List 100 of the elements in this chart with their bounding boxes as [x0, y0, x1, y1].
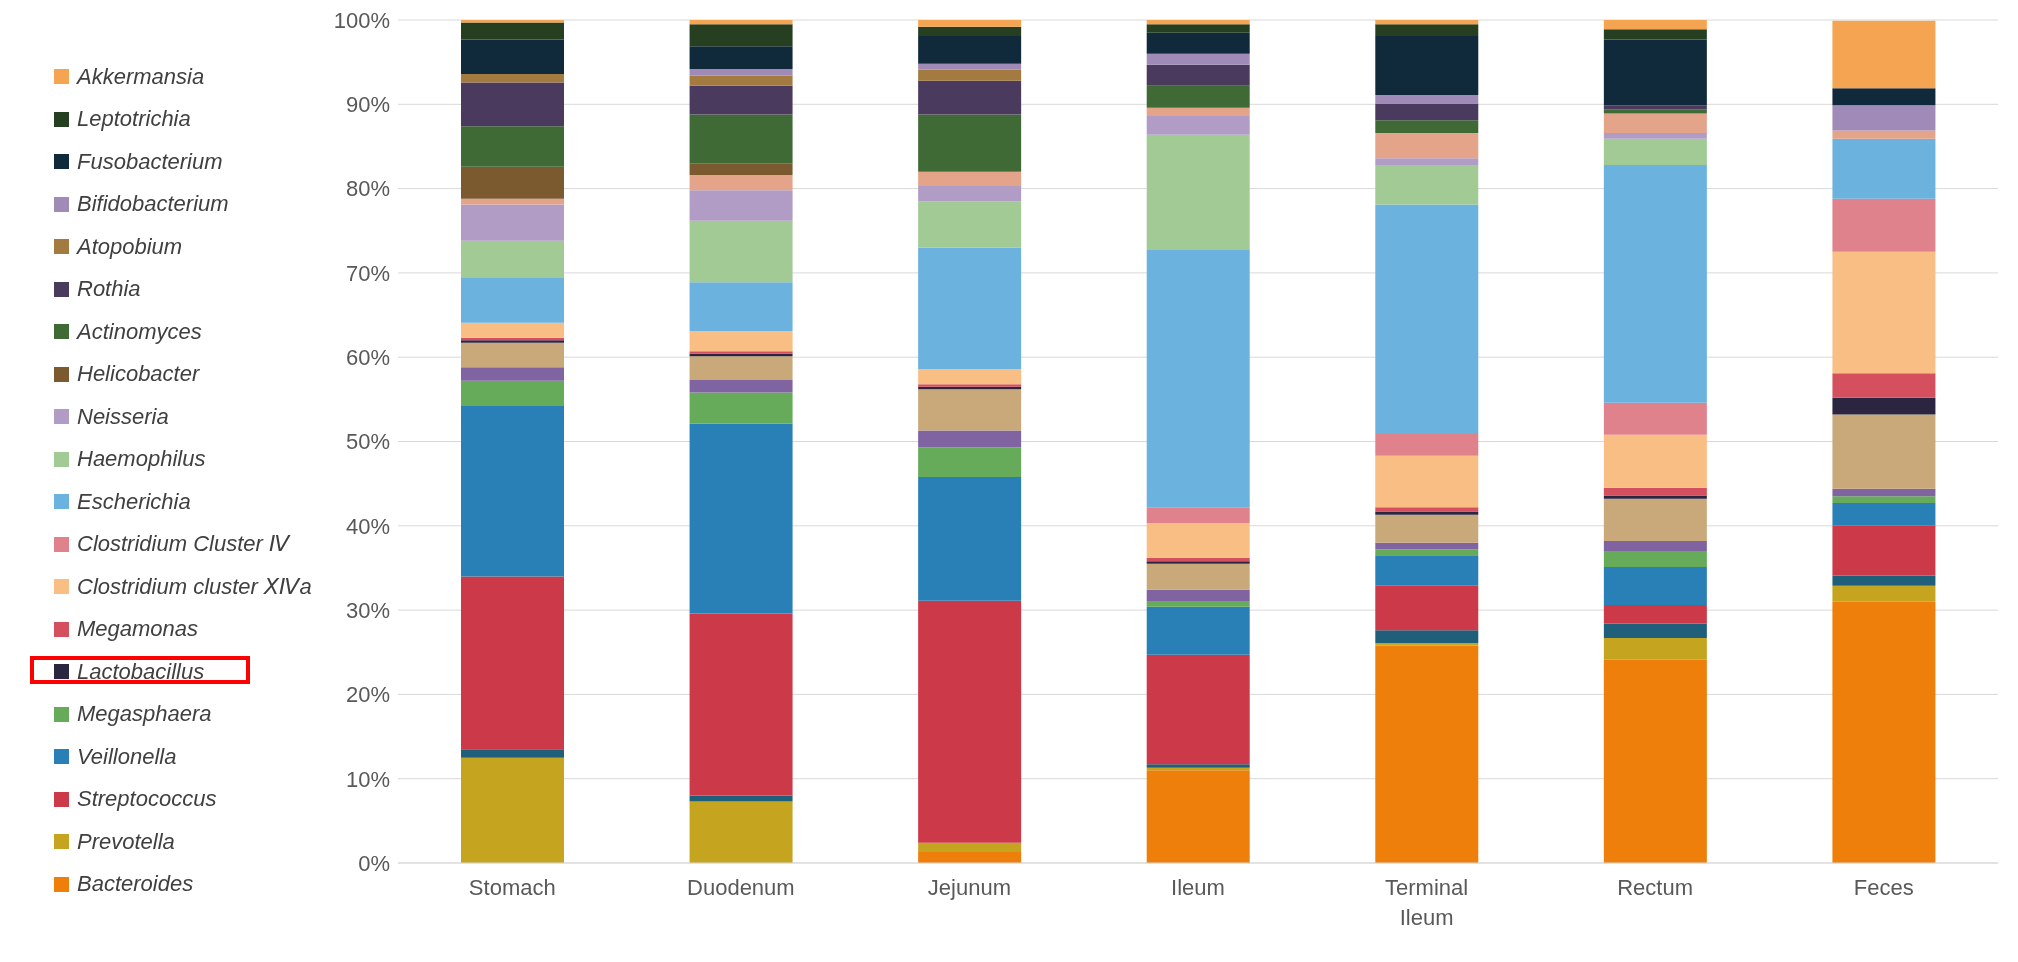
- bar: [461, 39, 564, 74]
- bar: [689, 68, 793, 76]
- legend-label: Prevotella: [77, 828, 175, 855]
- legend-label: Atopobium: [77, 233, 183, 260]
- legend-label: Fusobacterium: [77, 148, 223, 175]
- legend-label: Actinomyces: [77, 318, 202, 345]
- bar: [461, 126, 564, 167]
- bar: [1832, 496, 1936, 504]
- bar: [689, 24, 793, 47]
- bar: [1146, 20, 1250, 25]
- bar: [1603, 659, 1707, 863]
- bar: [461, 749, 564, 758]
- bar: [918, 186, 1022, 202]
- bar: [918, 369, 1022, 385]
- bar: [461, 757, 564, 863]
- y-tick-label: 30%: [345, 597, 390, 623]
- bar: [1146, 85, 1250, 108]
- bar: [689, 163, 793, 176]
- x-tick-label: Stomach: [468, 875, 556, 900]
- bar: [918, 26, 1022, 37]
- bar: [918, 247, 1022, 369]
- bar: [1146, 589, 1250, 602]
- bar: [1832, 397, 1936, 415]
- bar: [918, 201, 1022, 248]
- bar: [1146, 32, 1250, 54]
- bar: [461, 82, 564, 127]
- bar: [689, 801, 793, 863]
- bar: [1603, 20, 1707, 30]
- bar: [461, 198, 564, 205]
- bar: [689, 613, 793, 796]
- bar: [1375, 120, 1479, 133]
- bar: [1832, 488, 1936, 497]
- y-tick-label: 90%: [345, 92, 390, 118]
- bar: [1146, 563, 1250, 590]
- bar: [461, 22, 564, 40]
- bar: [918, 80, 1022, 115]
- bar: [1832, 105, 1936, 131]
- legend-label: Leptotrichia: [77, 106, 191, 133]
- legend-label: Neisseria: [77, 403, 169, 430]
- bar: [918, 114, 1022, 172]
- bar: [461, 322, 564, 338]
- y-tick-label: 0%: [358, 850, 390, 876]
- bar: [689, 75, 793, 86]
- bar: [918, 69, 1022, 81]
- bar: [689, 114, 793, 164]
- bar: [689, 331, 793, 352]
- legend-label: Akkermansia: [77, 63, 205, 90]
- bar: [1146, 606, 1250, 655]
- bar: [461, 20, 564, 23]
- bar: [1375, 511, 1479, 515]
- bar: [1832, 198, 1936, 252]
- bar: [1832, 251, 1936, 374]
- legend-label: Escherichia: [77, 488, 191, 515]
- bar: [689, 379, 793, 393]
- bar: [1146, 107, 1250, 117]
- bar: [1832, 585, 1936, 602]
- x-tick-label: Ileum: [1171, 875, 1225, 900]
- bar: [1375, 132, 1479, 159]
- bar: [1603, 132, 1707, 139]
- bar: [1832, 138, 1936, 199]
- bar: [918, 430, 1022, 448]
- bar: [1832, 525, 1936, 576]
- bar: [918, 447, 1022, 477]
- bar: [1146, 116, 1250, 135]
- bar: [1375, 103, 1479, 121]
- bar: [918, 20, 1022, 27]
- legend-label: Helicobacter: [77, 361, 200, 388]
- bar: [1375, 642, 1479, 646]
- y-tick-label: 40%: [345, 513, 390, 539]
- legend-label: Clostridium Cluster Ⅳ: [77, 531, 290, 558]
- bar: [1146, 601, 1250, 607]
- bar: [1375, 549, 1479, 556]
- bar: [918, 389, 1022, 431]
- x-tick-label: Duodenum: [687, 875, 795, 900]
- bar: [1375, 20, 1479, 25]
- bar: [1375, 95, 1479, 104]
- bar: [1146, 64, 1250, 86]
- y-tick-label: 20%: [345, 682, 390, 708]
- y-tick-label: 60%: [345, 345, 390, 371]
- bar: [1146, 249, 1250, 508]
- bar: [1375, 433, 1479, 456]
- bar: [1603, 637, 1707, 660]
- bar: [461, 380, 564, 407]
- legend-label: Rothia: [77, 276, 141, 303]
- bar: [1832, 20, 1936, 89]
- bar: [1375, 36, 1479, 96]
- bar: [1832, 88, 1936, 106]
- bar: [918, 171, 1022, 187]
- y-tick-label: 100%: [333, 7, 390, 33]
- bar: [1603, 498, 1707, 541]
- bar: [1603, 105, 1707, 110]
- bar: [689, 356, 793, 380]
- bar: [461, 342, 564, 368]
- bar: [1603, 434, 1707, 488]
- y-tick-label: 10%: [345, 766, 390, 792]
- bar: [1146, 523, 1250, 558]
- bar: [1375, 165, 1479, 205]
- bar: [918, 600, 1022, 843]
- bar: [1603, 623, 1707, 638]
- bar: [1146, 53, 1250, 65]
